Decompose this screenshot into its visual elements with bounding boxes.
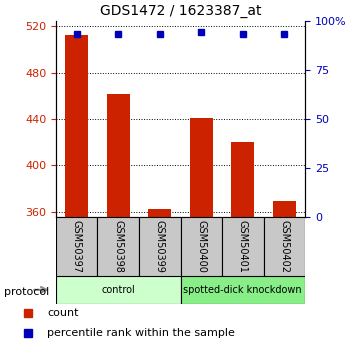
Text: GSM50397: GSM50397	[72, 220, 82, 273]
Text: GSM50402: GSM50402	[279, 220, 289, 273]
Text: percentile rank within the sample: percentile rank within the sample	[47, 328, 235, 338]
Bar	[139, 217, 180, 276]
Bar	[180, 217, 222, 276]
Bar	[107, 93, 130, 217]
Title: GDS1472 / 1623387_at: GDS1472 / 1623387_at	[100, 4, 261, 18]
Bar	[97, 217, 139, 276]
Bar	[222, 217, 264, 276]
Bar	[65, 34, 88, 217]
Text: spotted-dick knockdown: spotted-dick knockdown	[183, 285, 302, 295]
Text: GSM50398: GSM50398	[113, 220, 123, 273]
Bar	[231, 142, 254, 217]
Text: GSM50399: GSM50399	[155, 220, 165, 273]
Text: GSM50400: GSM50400	[196, 220, 206, 273]
Bar	[190, 118, 213, 217]
Bar	[180, 276, 305, 304]
Bar	[264, 217, 305, 276]
Bar	[148, 209, 171, 217]
Text: count: count	[47, 308, 79, 318]
Text: GSM50401: GSM50401	[238, 220, 248, 273]
Text: control: control	[101, 285, 135, 295]
Bar	[56, 217, 97, 276]
Text: protocol: protocol	[4, 287, 49, 296]
Bar	[56, 276, 180, 304]
Bar	[273, 201, 296, 217]
